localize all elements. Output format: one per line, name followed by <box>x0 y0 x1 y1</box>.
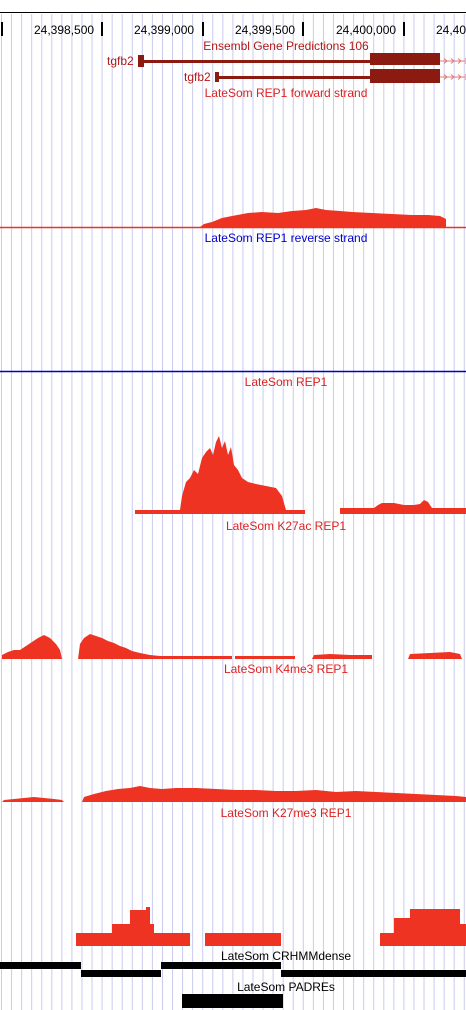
strand-arrow <box>443 58 448 64</box>
ruler-tick <box>403 22 405 36</box>
gene-label[interactable]: tgfb2 <box>184 70 211 84</box>
signal-peak <box>76 907 190 946</box>
ruler-tick-label: 24,399,500 <box>235 23 296 37</box>
gene-exon <box>138 55 144 67</box>
crhmm-element <box>161 962 281 969</box>
signal-peak <box>2 635 62 659</box>
track-title-forward[interactable]: LateSom REP1 forward strand <box>204 86 368 100</box>
strand-arrow <box>457 58 462 64</box>
gene-exon <box>370 53 440 65</box>
track-title-k27ac[interactable]: LateSom K27ac REP1 <box>225 519 347 533</box>
strand-arrow <box>443 74 448 80</box>
track-title-reverse[interactable]: LateSom REP1 reverse strand <box>204 231 368 245</box>
signal-peak <box>312 654 372 659</box>
signal-peak <box>82 786 466 802</box>
signal-peak <box>2 797 64 802</box>
ruler-tick-label: 24,40 <box>436 23 466 37</box>
ruler-tick <box>202 22 204 36</box>
ruler-tick-label: 24,398,500 <box>34 23 95 37</box>
track-title-padres[interactable]: LateSom PADREs <box>237 980 335 994</box>
gene-track-title[interactable]: Ensembl Gene Predictions 106 <box>203 39 369 53</box>
strand-arrow <box>457 74 462 80</box>
crhmm-element <box>281 970 466 977</box>
padre-element <box>182 994 283 1008</box>
ruler-tick <box>101 22 103 36</box>
gene-intron-line <box>138 60 370 63</box>
strand-arrow <box>450 74 455 80</box>
ruler-tick-label: 24,400,000 <box>336 23 397 37</box>
gene-label[interactable]: tgfb2 <box>107 54 134 68</box>
ruler-tick <box>1 22 3 36</box>
signal-peak <box>380 909 466 946</box>
signal-peak <box>78 634 232 659</box>
crhmm-element <box>0 962 81 969</box>
signal-segment <box>205 933 281 946</box>
signal-peak <box>180 436 286 511</box>
signal-peak <box>374 500 432 508</box>
track-title-crhmm[interactable]: LateSom CRHMMdense <box>220 949 352 963</box>
signal-segment <box>135 510 305 514</box>
ruler-tick <box>302 22 304 36</box>
gene-exon <box>370 69 440 83</box>
signal-forward-strand <box>200 208 446 228</box>
gene-exon <box>215 72 219 82</box>
signal-segment <box>235 656 295 659</box>
track-title-rep1[interactable]: LateSom REP1 <box>244 375 328 389</box>
track-title-k4me3[interactable]: LateSom K4me3 REP1 <box>223 662 349 676</box>
crhmm-element <box>81 970 161 977</box>
signal-segment <box>340 508 466 514</box>
signal-peak <box>408 652 462 659</box>
ruler-tick-label: 24,399,000 <box>134 23 195 37</box>
track-title-k27me3[interactable]: LateSom K27me3 REP1 <box>220 806 352 820</box>
gene-intron-line <box>215 76 370 79</box>
strand-arrow <box>450 58 455 64</box>
